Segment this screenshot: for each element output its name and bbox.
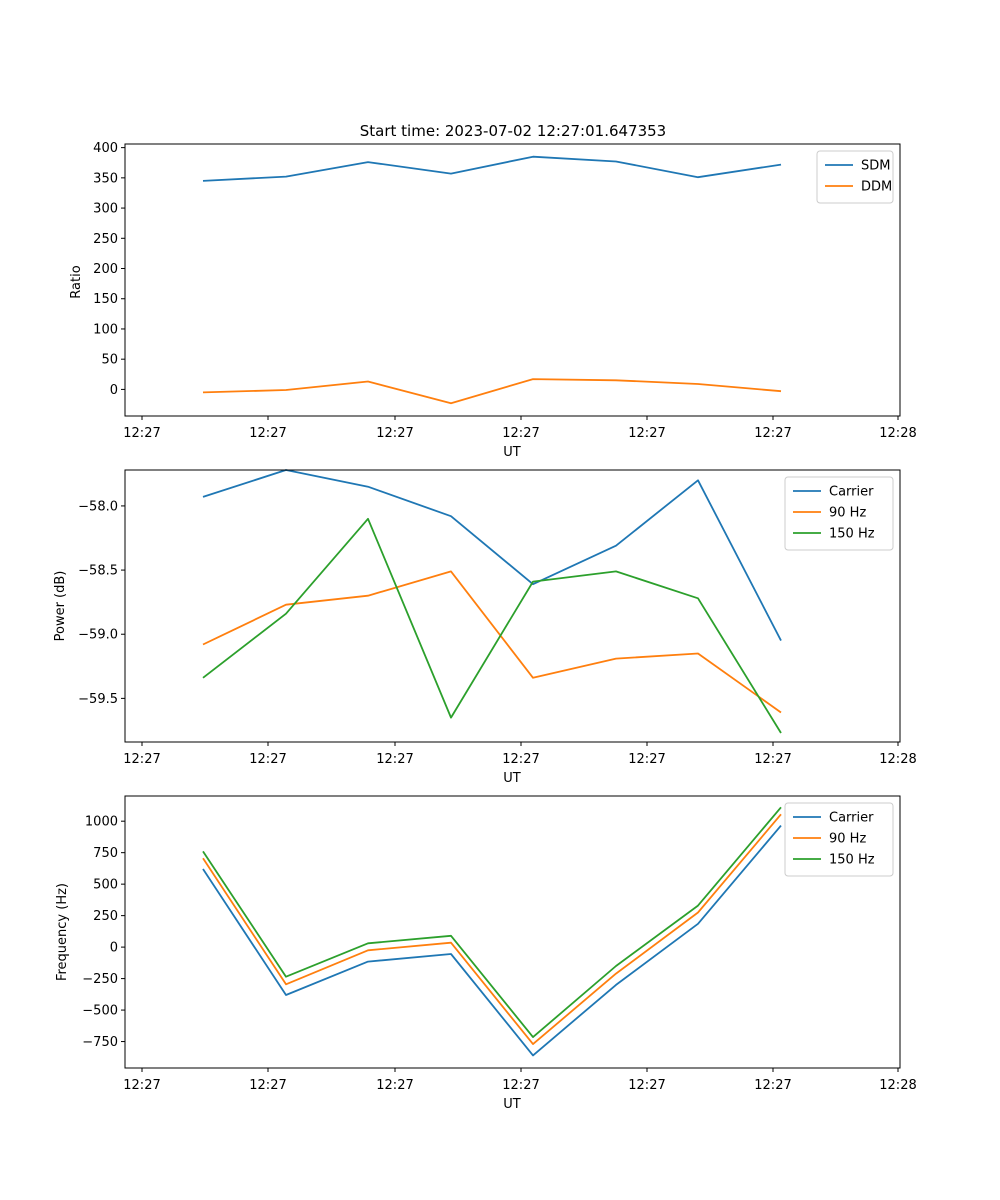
plot-frame (124, 795, 901, 1069)
x-tick-label: 12:27 (628, 1078, 665, 1093)
x-axis-label: UT (503, 771, 521, 786)
y-tick-label: 400 (93, 141, 118, 156)
series-line-150-hz (202, 806, 782, 1038)
y-tick-label: −500 (82, 1004, 118, 1019)
x-tick-label: 12:27 (754, 426, 791, 441)
y-tick-label: −59.0 (78, 628, 118, 643)
x-tick-label: 12:27 (628, 752, 665, 767)
power-chart-panel: −58.0 −58.5 −59.0 −59.5 12:27 12:27 12:27 12:2… (53, 469, 917, 786)
legend-label: 150 Hz (829, 853, 875, 868)
x-tick-label: 12:27 (376, 752, 413, 767)
y-tick-label: −58.5 (78, 564, 118, 579)
y-tick-label: 250 (93, 909, 118, 924)
legend-label: 150 Hz (829, 527, 875, 542)
ratio-chart-panel: Start time: 2023-07-02 12:27:01.647353 0… (69, 122, 917, 460)
x-tick-label: 12:27 (502, 752, 539, 767)
y-axis-label: Frequency (Hz) (55, 883, 70, 981)
y-tick-label: 350 (93, 171, 118, 186)
x-tick-label: 12:27 (123, 752, 160, 767)
legend-label: Carrier (829, 811, 874, 826)
x-tick-label: 12:27 (249, 752, 286, 767)
y-tick-label: 500 (93, 878, 118, 893)
legend-label: 90 Hz (829, 832, 866, 847)
y-tick-label: 150 (93, 292, 118, 307)
y-tick-label: 750 (93, 846, 118, 861)
legend: SDM DDM (816, 150, 894, 204)
legend: Carrier 90 Hz 150 Hz (784, 802, 894, 877)
series-line-ddm (202, 378, 782, 405)
y-tick-label: 200 (93, 262, 118, 277)
legend: Carrier 90 Hz 150 Hz (784, 476, 894, 551)
x-tick-label: 12:28 (879, 1078, 916, 1093)
legend-box (784, 476, 894, 551)
series-line-carrier (202, 825, 782, 1057)
y-axis-label: Power (dB) (53, 571, 68, 642)
y-tick-label: −59.5 (78, 692, 118, 707)
x-axis-label: UT (503, 1097, 521, 1112)
x-tick-label: 12:27 (376, 1078, 413, 1093)
frequency-chart-panel: 1000 750 500 250 0 −250 −500 −750 12:27 12:27 12:… (55, 795, 917, 1112)
legend-label: 90 Hz (829, 506, 866, 521)
x-tick-label: 12:28 (879, 426, 916, 441)
plot-frame (124, 469, 901, 743)
legend-label: SDM (861, 159, 890, 174)
y-axis-label: Ratio (69, 265, 84, 298)
y-tick-label: 300 (93, 202, 118, 217)
y-tick-label: 1000 (85, 815, 118, 830)
x-axis-label: UT (503, 445, 521, 460)
x-tick-label: 12:27 (502, 426, 539, 441)
legend-label: Carrier (829, 485, 874, 500)
chart-title: Start time: 2023-07-02 12:27:01.647353 (360, 122, 666, 140)
y-tick-label: 100 (93, 322, 118, 337)
x-tick-label: 12:27 (123, 1078, 160, 1093)
legend-box (784, 802, 894, 877)
x-tick-label: 12:27 (376, 426, 413, 441)
y-tick-label: 250 (93, 232, 118, 247)
series-line-carrier (202, 469, 782, 642)
series-line-90-hz (202, 570, 782, 714)
x-tick-label: 12:27 (628, 426, 665, 441)
y-tick-label: −750 (82, 1035, 118, 1050)
y-tick-label: −250 (82, 972, 118, 987)
x-tick-label: 12:27 (754, 752, 791, 767)
series-line-150-hz (202, 517, 782, 734)
x-tick-label: 12:28 (879, 752, 916, 767)
legend-box (816, 150, 894, 204)
x-tick-label: 12:27 (754, 1078, 791, 1093)
x-tick-label: 12:27 (249, 1078, 286, 1093)
legend-label: DDM (861, 180, 892, 195)
y-tick-label: 50 (101, 353, 118, 368)
y-tick-label: 0 (110, 383, 118, 398)
y-tick-label: 0 (110, 941, 118, 956)
plot-frame (124, 143, 901, 417)
series-line-90-hz (202, 813, 782, 1045)
x-tick-label: 12:27 (123, 426, 160, 441)
series-line-sdm (202, 155, 782, 182)
x-tick-label: 12:27 (249, 426, 286, 441)
x-tick-label: 12:27 (502, 1078, 539, 1093)
y-tick-label: −58.0 (78, 499, 118, 514)
